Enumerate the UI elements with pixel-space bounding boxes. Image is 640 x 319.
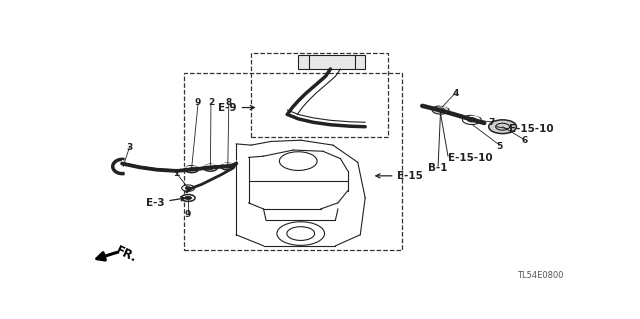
Text: TL54E0800: TL54E0800	[517, 271, 564, 280]
Circle shape	[181, 195, 195, 201]
Text: 3: 3	[127, 143, 132, 152]
Text: 9: 9	[185, 210, 191, 219]
Circle shape	[185, 196, 191, 200]
Bar	[184, 73, 403, 249]
Text: 1: 1	[173, 169, 179, 178]
Circle shape	[207, 166, 214, 169]
Text: FR.: FR.	[113, 244, 139, 265]
Text: 5: 5	[497, 142, 503, 151]
Circle shape	[182, 185, 195, 191]
Text: 9: 9	[195, 98, 201, 107]
Text: 8: 8	[226, 98, 232, 107]
Circle shape	[221, 163, 235, 170]
Circle shape	[225, 165, 231, 168]
Circle shape	[185, 187, 191, 189]
Text: E-15-10: E-15-10	[509, 124, 554, 134]
Bar	[298, 55, 365, 69]
Text: E-15-10: E-15-10	[448, 153, 493, 163]
Circle shape	[204, 164, 218, 171]
Text: 6: 6	[522, 137, 527, 145]
Circle shape	[489, 120, 516, 134]
Circle shape	[463, 115, 481, 124]
Circle shape	[188, 167, 195, 171]
Text: E-3: E-3	[146, 197, 185, 208]
Circle shape	[467, 118, 476, 122]
Text: B-1: B-1	[428, 163, 448, 174]
Circle shape	[432, 106, 449, 114]
Text: 2: 2	[208, 98, 214, 107]
Text: E-15: E-15	[376, 171, 423, 181]
Bar	[251, 53, 388, 137]
Text: 7: 7	[488, 118, 495, 127]
Text: E-9: E-9	[218, 102, 254, 113]
Text: 4: 4	[452, 89, 459, 98]
Circle shape	[185, 166, 198, 173]
